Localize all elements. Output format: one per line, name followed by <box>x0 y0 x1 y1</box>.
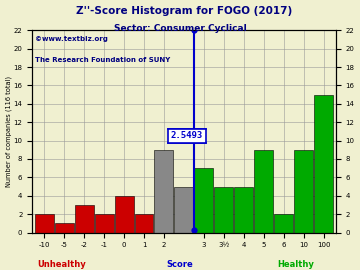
Bar <box>135 214 153 232</box>
Bar <box>75 205 94 232</box>
Title: Z''-Score Histogram for FOGO (2017): Z''-Score Histogram for FOGO (2017) <box>76 6 292 16</box>
Bar <box>175 187 193 232</box>
Bar <box>215 187 233 232</box>
Bar <box>35 214 54 232</box>
Bar <box>114 196 134 232</box>
Bar <box>55 223 73 232</box>
Bar <box>95 214 113 232</box>
Text: 2.5493: 2.5493 <box>171 131 203 140</box>
Text: The Research Foundation of SUNY: The Research Foundation of SUNY <box>35 56 170 63</box>
Bar <box>234 187 253 232</box>
Bar <box>294 150 313 232</box>
Text: Sector: Consumer Cyclical: Sector: Consumer Cyclical <box>114 24 246 33</box>
Text: Score: Score <box>167 260 193 269</box>
Y-axis label: Number of companies (116 total): Number of companies (116 total) <box>5 76 12 187</box>
Text: Healthy: Healthy <box>277 260 314 269</box>
Text: ©www.textbiz.org: ©www.textbiz.org <box>35 36 108 42</box>
Bar <box>194 168 213 232</box>
Text: Unhealthy: Unhealthy <box>37 260 86 269</box>
Bar <box>154 150 174 232</box>
Bar <box>255 150 273 232</box>
Bar <box>168 129 206 143</box>
Bar <box>314 94 333 232</box>
Bar <box>274 214 293 232</box>
